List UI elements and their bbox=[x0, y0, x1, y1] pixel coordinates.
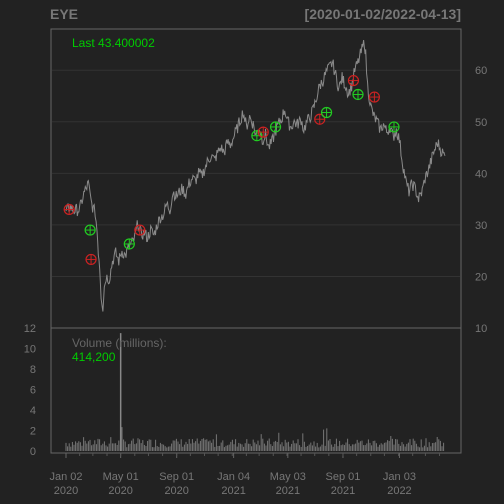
price-panel-frame bbox=[50, 28, 462, 329]
volume-axis: 0 2 4 6 8 10 12 bbox=[24, 323, 36, 458]
volume-panel: 0 2 4 6 8 10 12 Volume (millions): 414,200 bbox=[24, 323, 462, 458]
sell-signal-marker bbox=[314, 113, 326, 125]
buy-signal-marker bbox=[320, 106, 333, 119]
price-tick-label: 50 bbox=[475, 117, 487, 129]
sell-signal-marker bbox=[85, 253, 97, 266]
date-tick-year: 2020 bbox=[54, 485, 78, 497]
buy-signal-marker bbox=[388, 121, 400, 133]
price-tick-label: 60 bbox=[475, 65, 487, 77]
date-tick-label: May 01 bbox=[103, 471, 139, 483]
date-tick-label: May 03 bbox=[270, 471, 306, 483]
volume-tick-label: 12 bbox=[24, 323, 36, 335]
date-tick-label: Sep 01 bbox=[159, 471, 194, 483]
date-tick-label: Sep 01 bbox=[326, 471, 361, 483]
price-line bbox=[65, 40, 446, 312]
sell-signal-marker bbox=[368, 91, 380, 103]
price-panel: 10 20 30 40 50 60 Last 43.400002 bbox=[50, 28, 487, 335]
price-tick-label: 10 bbox=[475, 323, 487, 335]
price-tick-label: 30 bbox=[475, 220, 487, 232]
price-tick-label: 20 bbox=[475, 271, 487, 283]
date-tick-year: 2020 bbox=[164, 485, 188, 497]
buy-signal-marker bbox=[123, 238, 135, 250]
last-price-label: Last 43.400002 bbox=[72, 36, 155, 50]
date-tick-label: Jan 04 bbox=[217, 471, 250, 483]
price-series bbox=[65, 40, 446, 312]
volume-tick-label: 10 bbox=[24, 344, 36, 356]
volume-bars bbox=[65, 333, 445, 451]
volume-tick-label: 0 bbox=[30, 446, 36, 458]
date-tick-year: 2022 bbox=[387, 485, 411, 497]
volume-tick-label: 6 bbox=[30, 385, 36, 397]
sell-signal-marker bbox=[257, 126, 269, 138]
signal-markers bbox=[63, 74, 400, 266]
sell-signal-marker bbox=[134, 224, 146, 236]
sell-signal-marker bbox=[63, 203, 75, 216]
buy-signal-marker bbox=[352, 88, 364, 101]
date-tick-label: Jan 03 bbox=[383, 471, 416, 483]
date-tick-year: 2021 bbox=[221, 485, 245, 497]
price-tick-label: 40 bbox=[475, 168, 487, 180]
volume-value: 414,200 bbox=[72, 350, 116, 364]
volume-tick-label: 8 bbox=[30, 364, 36, 376]
price-gridlines bbox=[52, 69, 460, 277]
volume-tick-label: 2 bbox=[30, 426, 36, 438]
buy-signal-marker bbox=[269, 121, 282, 133]
chart-title: EYE bbox=[50, 6, 78, 22]
date-tick-year: 2021 bbox=[276, 485, 300, 497]
buy-signal-marker bbox=[84, 224, 96, 236]
volume-panel-frame bbox=[50, 327, 462, 454]
sell-signal-marker bbox=[347, 74, 360, 87]
date-tick-label: Jan 02 bbox=[49, 471, 82, 483]
volume-tick-label: 4 bbox=[30, 405, 36, 417]
price-axis: 10 20 30 40 50 60 bbox=[475, 65, 487, 335]
volume-label: Volume (millions): bbox=[72, 336, 167, 350]
date-tick-year: 2020 bbox=[108, 485, 132, 497]
date-tick-year: 2021 bbox=[331, 485, 355, 497]
date-axis: Jan 02 2020 May 01 2020 Sep 01 2020 Jan 04 2021… bbox=[49, 453, 441, 497]
date-range: [2020-01-02/2022-04-13] bbox=[305, 6, 461, 22]
